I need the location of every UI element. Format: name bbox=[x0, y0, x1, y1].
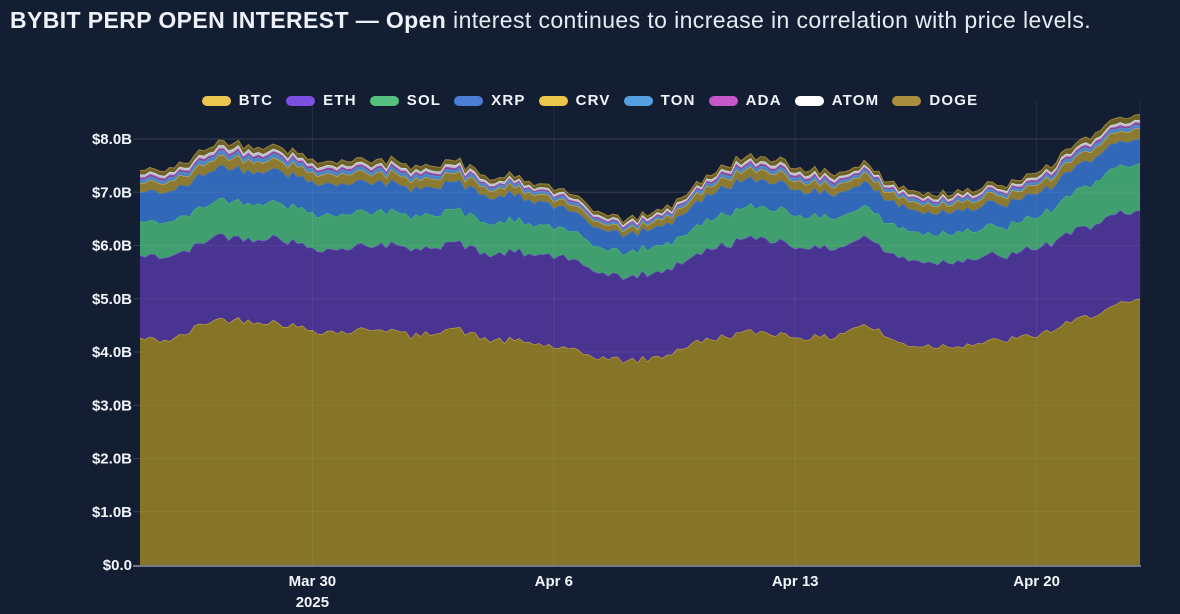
page-title: BYBIT PERP OPEN INTEREST — Open interest… bbox=[10, 4, 1174, 37]
legend-item-eth[interactable]: ETH bbox=[286, 92, 357, 109]
legend-swatch-btc bbox=[201, 95, 231, 106]
y-tick-label: $4.0B bbox=[92, 344, 132, 361]
y-tick-label: $6.0B bbox=[92, 238, 132, 255]
area-band-eth bbox=[140, 210, 1140, 363]
x-tick-sublabel: 2025 bbox=[296, 594, 329, 611]
area-band-btc bbox=[140, 298, 1140, 565]
legend-label: CRV bbox=[575, 92, 611, 109]
y-tick-label: $5.0B bbox=[92, 291, 132, 308]
page-title-bold: BYBIT PERP OPEN INTEREST — Open bbox=[10, 7, 447, 33]
area-band-sol bbox=[140, 163, 1140, 280]
legend-swatch-ada bbox=[708, 95, 738, 106]
legend-label: XRP bbox=[491, 92, 526, 109]
legend-swatch-eth bbox=[286, 95, 316, 106]
legend-swatch-ton bbox=[623, 95, 653, 106]
legend-swatch-xrp bbox=[454, 95, 484, 106]
legend-item-atom[interactable]: ATOM bbox=[794, 92, 880, 109]
x-tick-label: Apr 13 bbox=[772, 573, 819, 590]
x-tick-label: Mar 30 bbox=[289, 573, 337, 590]
legend-label: ADA bbox=[745, 92, 782, 109]
area-band-crv bbox=[140, 128, 1140, 238]
x-tick-label: Apr 6 bbox=[535, 573, 573, 590]
legend-label: DOGE bbox=[929, 92, 979, 109]
legend-item-crv[interactable]: CRV bbox=[538, 92, 611, 109]
x-tick-label: Apr 20 bbox=[1013, 573, 1060, 590]
legend-item-xrp[interactable]: XRP bbox=[454, 92, 525, 109]
y-tick-label: $1.0B bbox=[92, 504, 132, 521]
y-tick-label: $0.0 bbox=[103, 557, 132, 574]
legend-label: ETH bbox=[323, 92, 357, 109]
page-title-rest: interest continues to increase in correl… bbox=[446, 7, 1092, 33]
y-tick-label: $7.0B bbox=[92, 184, 132, 201]
y-tick-label: $3.0B bbox=[92, 397, 132, 414]
legend-item-btc[interactable]: BTC bbox=[201, 92, 274, 109]
legend-label: TON bbox=[660, 92, 696, 109]
legend-swatch-sol bbox=[369, 95, 399, 106]
legend-item-ton[interactable]: TON bbox=[623, 92, 696, 109]
area-edge-doge bbox=[139, 113, 1141, 224]
legend-label: BTC bbox=[238, 92, 274, 109]
legend-label: SOL bbox=[406, 92, 442, 109]
legend-label: ATOM bbox=[831, 92, 880, 109]
legend-swatch-doge bbox=[892, 95, 922, 106]
legend-item-sol[interactable]: SOL bbox=[369, 92, 442, 109]
legend-swatch-atom bbox=[794, 95, 824, 106]
y-tick-label: $8.0B bbox=[92, 131, 132, 148]
legend-item-ada[interactable]: ADA bbox=[708, 92, 782, 109]
chart-legend: BTC ETH SOL XRP CRV TON ADA ATOM DOGE bbox=[0, 92, 1180, 109]
legend-item-doge[interactable]: DOGE bbox=[892, 92, 978, 109]
legend-swatch-crv bbox=[538, 95, 568, 106]
y-tick-label: $2.0B bbox=[92, 451, 132, 468]
